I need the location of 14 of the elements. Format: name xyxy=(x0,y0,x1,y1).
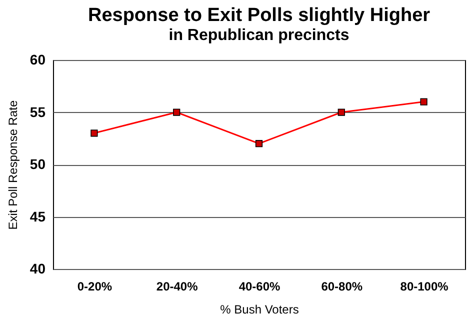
y-tick-label: 40 xyxy=(30,260,46,276)
x-tick-label: 40-60% xyxy=(238,280,281,294)
x-tick-label: 60-80% xyxy=(321,280,363,294)
chart-subtitle: in Republican precincts xyxy=(168,27,350,44)
y-tick-label: 55 xyxy=(30,104,46,120)
x-tick-label: 80-100% xyxy=(400,280,449,294)
y-tick-label: 60 xyxy=(30,52,46,68)
chart-title: Response to Exit Polls slightly Higher xyxy=(88,5,431,26)
x-tick-label: 20-40% xyxy=(156,280,198,294)
y-axis-title: Exit Poll Response Rate xyxy=(6,100,20,230)
x-tick-label: 0-20% xyxy=(77,280,112,294)
y-tick-label: 50 xyxy=(30,156,46,172)
x-axis-title: % Bush Voters xyxy=(220,302,299,316)
y-tick-label: 45 xyxy=(30,208,46,224)
